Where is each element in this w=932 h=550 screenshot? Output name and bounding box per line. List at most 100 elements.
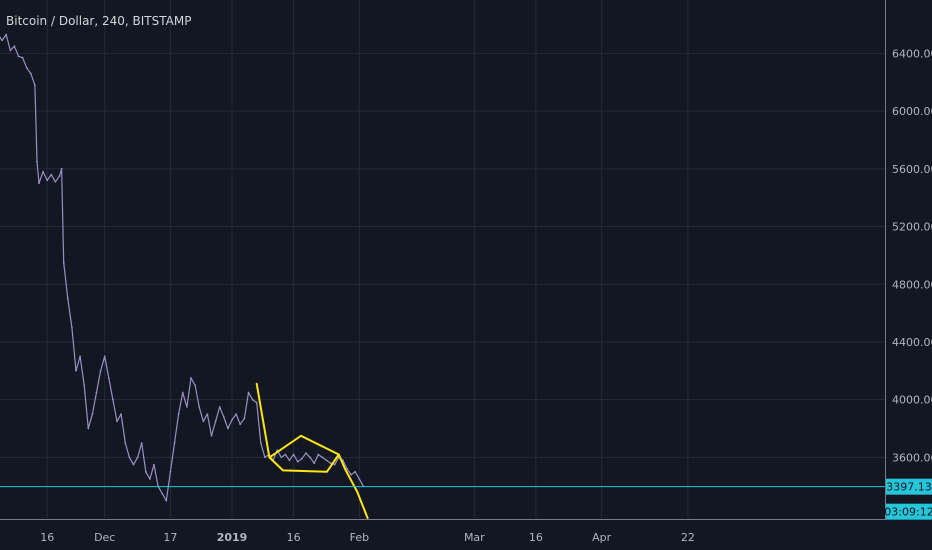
price-point bbox=[218, 406, 221, 408]
price-point bbox=[239, 423, 242, 426]
price-point bbox=[144, 470, 147, 473]
price-point bbox=[206, 413, 209, 415]
x-tick-label: 16 bbox=[529, 531, 543, 544]
price-point bbox=[309, 456, 311, 459]
price-point bbox=[214, 420, 217, 423]
price-point bbox=[222, 416, 225, 418]
price-point bbox=[79, 355, 81, 358]
drawing-annotations[interactable] bbox=[255, 382, 369, 519]
price-point bbox=[317, 453, 320, 456]
trendline-drawing[interactable] bbox=[268, 434, 340, 459]
price-point bbox=[329, 462, 332, 465]
price-point bbox=[62, 261, 65, 264]
y-tick-label: 3600.00 bbox=[892, 451, 932, 464]
time-axis-labels[interactable]: 16 Dec 17 2019 16 Feb Mar 16 Apr 22 bbox=[40, 531, 695, 544]
price-point bbox=[132, 463, 135, 466]
price-point bbox=[153, 463, 155, 466]
price-point bbox=[87, 427, 90, 430]
vertical-gridlines bbox=[46, 0, 689, 518]
price-point bbox=[305, 452, 307, 454]
price-point bbox=[202, 420, 205, 423]
price-point bbox=[17, 55, 20, 58]
price-point bbox=[66, 297, 69, 300]
price-point bbox=[71, 326, 73, 329]
price-point bbox=[313, 462, 316, 465]
price-point bbox=[9, 49, 12, 52]
price-point bbox=[235, 413, 238, 415]
price-point bbox=[149, 478, 151, 480]
current-price-tag-bg bbox=[886, 478, 932, 495]
price-point bbox=[36, 160, 38, 163]
countdown-tag-bg bbox=[886, 503, 932, 520]
current-price-tag: 3397.13 bbox=[886, 478, 932, 495]
price-point bbox=[34, 84, 36, 86]
price-point bbox=[296, 460, 299, 463]
price-point bbox=[231, 419, 233, 421]
price-point bbox=[325, 459, 328, 462]
price-point bbox=[243, 417, 246, 420]
price-point bbox=[251, 398, 254, 401]
price-point bbox=[259, 442, 262, 444]
y-tick-label: 6000.00 bbox=[892, 105, 932, 118]
x-tick-label: 16 bbox=[40, 531, 54, 544]
price-point bbox=[95, 391, 98, 394]
price-point bbox=[255, 401, 258, 404]
price-point bbox=[112, 398, 114, 401]
current-price-label: 3397.13 bbox=[886, 481, 932, 494]
price-point bbox=[103, 355, 106, 358]
price-axis-labels[interactable]: 6400.00 6000.00 5600.00 5200.00 4800.00 4400.… bbox=[892, 47, 932, 464]
price-point bbox=[173, 442, 176, 444]
price-point bbox=[264, 456, 266, 459]
price-point bbox=[107, 377, 110, 379]
countdown-tag: 03:09:12 bbox=[884, 503, 932, 520]
price-point bbox=[198, 406, 201, 408]
countdown-label: 03:09:12 bbox=[884, 506, 932, 519]
trendline-drawing[interactable] bbox=[255, 382, 369, 519]
price-point bbox=[0, 36, 1, 39]
price-point bbox=[83, 384, 86, 387]
price-point bbox=[124, 442, 127, 444]
price-point bbox=[247, 391, 250, 394]
y-tick-label: 5200.00 bbox=[892, 221, 932, 234]
price-point bbox=[284, 453, 287, 456]
horizontal-gridlines bbox=[0, 52, 885, 458]
price-point bbox=[194, 384, 197, 387]
price-point bbox=[280, 456, 283, 459]
x-tick-label: Mar bbox=[464, 531, 485, 544]
price-point bbox=[42, 170, 44, 173]
price-point bbox=[292, 453, 295, 456]
price-point bbox=[5, 33, 8, 36]
price-point bbox=[46, 179, 49, 182]
price-point bbox=[21, 56, 24, 59]
price-point bbox=[227, 427, 229, 430]
price-point bbox=[186, 406, 188, 408]
y-tick-label: 5600.00 bbox=[892, 163, 932, 176]
price-point bbox=[190, 377, 192, 379]
series-layer bbox=[0, 33, 365, 502]
price-point bbox=[346, 468, 348, 470]
y-tick-label: 4800.00 bbox=[892, 278, 932, 291]
price-point bbox=[25, 66, 28, 69]
price-point bbox=[128, 456, 131, 459]
x-tick-label: 22 bbox=[681, 531, 695, 544]
price-point bbox=[91, 413, 94, 415]
x-tick-label: Apr bbox=[592, 531, 612, 544]
price-point bbox=[136, 456, 139, 459]
price-point bbox=[54, 180, 57, 183]
price-point bbox=[181, 391, 184, 394]
price-point bbox=[1, 39, 3, 42]
price-point bbox=[50, 173, 53, 176]
price-point bbox=[29, 72, 32, 75]
price-point bbox=[321, 456, 324, 459]
price-point bbox=[99, 369, 102, 372]
price-point bbox=[350, 473, 352, 476]
price-point bbox=[38, 182, 40, 185]
chart-title: Bitcoin / Dollar, 240, BITSTAMP bbox=[6, 14, 191, 28]
price-point bbox=[120, 413, 122, 415]
x-tick-label: 16 bbox=[287, 531, 301, 544]
price-point bbox=[210, 434, 213, 437]
y-tick-label: 6400.00 bbox=[892, 47, 932, 60]
y-tick-label: 4000.00 bbox=[892, 394, 932, 407]
price-point bbox=[169, 470, 172, 473]
